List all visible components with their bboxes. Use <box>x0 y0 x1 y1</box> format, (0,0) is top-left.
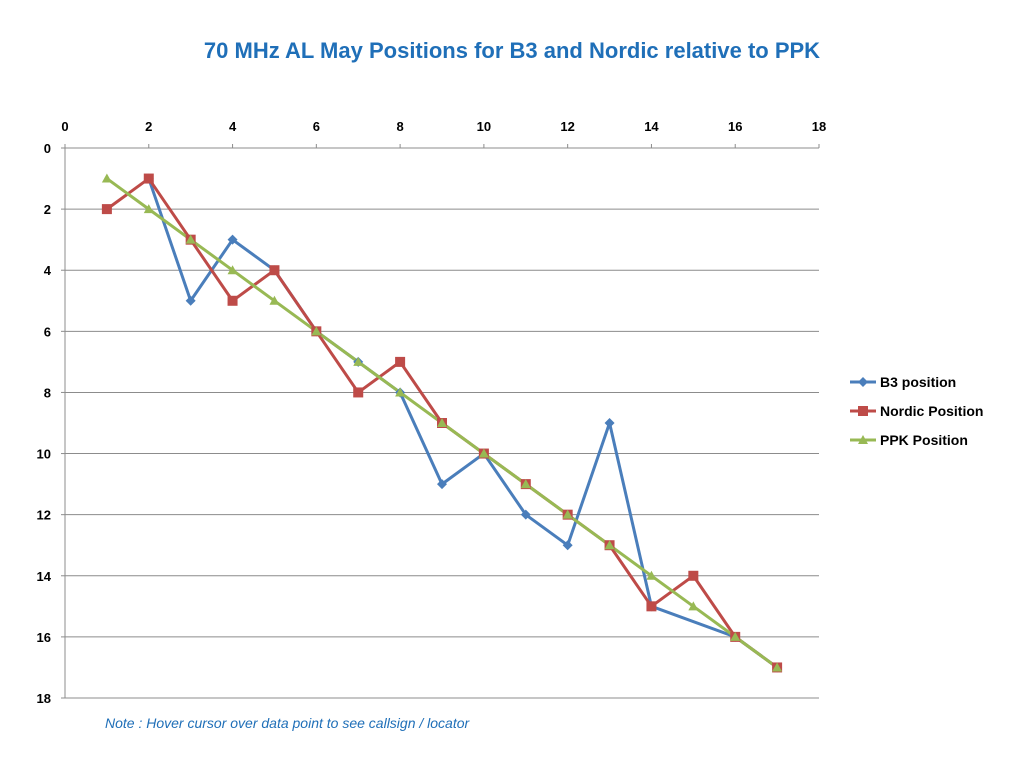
data-point-b3-position-x3 <box>185 295 196 306</box>
x-tick-label-0: 0 <box>61 119 68 134</box>
data-point-ppk-position-x11 <box>520 479 531 489</box>
data-point-ppk-position-x16 <box>730 631 741 641</box>
legend-label-b3-position: B3 position <box>880 374 956 390</box>
data-point-ppk-position-x9 <box>437 418 447 427</box>
axes <box>61 144 820 699</box>
x-tick-label-6: 6 <box>313 119 320 134</box>
data-point-nordic-position-x5 <box>269 265 280 276</box>
data-point-ppk-position-x14 <box>646 570 657 580</box>
series-markers <box>101 173 783 673</box>
y-tick-labels: 0 2 4 6 8 10 12 14 16 18 <box>37 141 52 706</box>
legend-marker-b3-position <box>858 377 868 387</box>
data-point-ppk-position-x3 <box>185 234 196 244</box>
legend: B3 position Nordic Position PPK Position <box>850 374 983 448</box>
data-point-ppk-position-x4 <box>227 265 238 275</box>
y-tick-label-12: 12 <box>37 508 51 523</box>
data-point-ppk-position-x17 <box>772 662 783 672</box>
data-point-ppk-position-x1 <box>101 173 112 183</box>
series-line-b3-position <box>147 178 778 669</box>
x-tick-label-12: 12 <box>560 119 574 134</box>
hover-note: Note : Hover cursor over data point to s… <box>105 715 470 731</box>
legend-label-nordic-position: Nordic Position <box>880 403 983 419</box>
y-tick-label-8: 8 <box>44 385 51 400</box>
data-point-ppk-position-x13 <box>604 540 615 550</box>
data-point-nordic-position-x1 <box>101 204 112 215</box>
x-tick-label-16: 16 <box>728 119 742 134</box>
chart-title: 70 MHz AL May Positions for B3 and Nordi… <box>203 38 821 63</box>
data-point-b3-position-x4 <box>227 234 238 245</box>
x-tick-label-4: 4 <box>229 119 237 134</box>
data-point-b3-position-x9 <box>437 479 447 490</box>
data-point-nordic-position-x7 <box>353 387 364 398</box>
y-tick-label-14: 14 <box>37 569 52 584</box>
data-point-nordic-position-x2 <box>143 173 154 184</box>
y-tick-label-4: 4 <box>44 263 52 278</box>
x-tick-label-10: 10 <box>477 119 491 134</box>
data-point-nordic-position-x14 <box>646 601 657 612</box>
y-tick-label-0: 0 <box>44 141 51 156</box>
data-point-ppk-position-x12 <box>562 509 573 519</box>
data-point-ppk-position-x5 <box>269 295 280 305</box>
y-tick-label-10: 10 <box>37 447 51 462</box>
y-tick-label-16: 16 <box>37 630 51 645</box>
x-tick-label-2: 2 <box>145 119 152 134</box>
legend-label-ppk-position: PPK Position <box>880 432 968 448</box>
x-tick-labels: 0 2 4 6 8 10 12 14 16 18 <box>61 119 826 134</box>
data-point-ppk-position-x2 <box>143 204 154 214</box>
data-point-ppk-position-x10 <box>478 448 489 458</box>
x-tick-label-8: 8 <box>396 119 403 134</box>
data-point-ppk-position-x15 <box>688 601 699 611</box>
data-point-nordic-position-x15 <box>688 570 699 581</box>
data-point-nordic-position-x4 <box>227 295 238 306</box>
data-point-b3-position-x12 <box>562 540 573 551</box>
data-point-b3-position-x13 <box>604 418 615 428</box>
y-tick-label-18: 18 <box>37 691 51 706</box>
data-point-ppk-position-x7 <box>353 356 364 366</box>
y-tick-label-6: 6 <box>44 324 51 339</box>
x-tick-label-18: 18 <box>812 119 826 134</box>
data-point-b3-position-x11 <box>520 509 531 520</box>
x-tick-label-14: 14 <box>644 119 659 134</box>
legend-marker-nordic-position <box>858 406 868 416</box>
legend-marker-ppk-position <box>858 435 868 444</box>
data-point-ppk-position-x8 <box>395 387 406 397</box>
data-point-ppk-position-x6 <box>311 326 322 336</box>
y-tick-label-2: 2 <box>44 202 51 217</box>
data-point-nordic-position-x8 <box>395 356 406 367</box>
